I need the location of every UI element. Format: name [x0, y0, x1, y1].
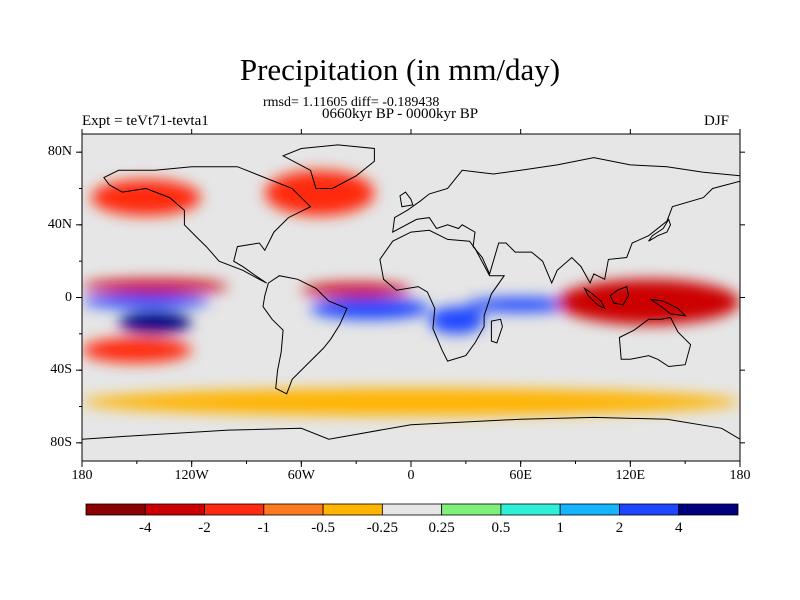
anomaly-region-5 — [310, 297, 430, 320]
anomaly-region-7 — [465, 297, 576, 313]
colorbar-label: 0.25 — [428, 520, 455, 536]
new-guinea-outline — [650, 298, 687, 317]
colorbar-swatch — [263, 503, 324, 516]
colorbar-swatch — [322, 503, 383, 516]
colorbar-swatch — [85, 503, 146, 516]
antarctica-outline — [82, 416, 740, 461]
colorbar-label: -1 — [257, 520, 271, 536]
sumatra-outline — [583, 286, 606, 310]
season-label: DJF — [704, 113, 730, 129]
x-tick-label: 60W — [287, 468, 315, 483]
x-tick-label: 180 — [729, 468, 751, 483]
japan-outline — [648, 218, 672, 242]
anomaly-region-3 — [82, 337, 192, 363]
anomaly-region-8 — [557, 279, 740, 325]
greenland-outline — [281, 144, 375, 189]
anomaly-region-1 — [82, 293, 210, 309]
stats-line: rmsd= 1.11605 diff= -0.189438 — [263, 95, 440, 110]
colorbar-swatch — [381, 503, 443, 516]
period-line: 0660kyr BP - 0000kyr BP — [322, 106, 479, 122]
colorbar-label: 1 — [556, 520, 564, 536]
y-tick-label: 80S — [50, 434, 72, 450]
madagascar-outline — [490, 318, 503, 344]
colorbar-swatch — [619, 503, 680, 516]
x-tick-label: 120E — [615, 468, 646, 483]
uk-outline — [399, 191, 414, 208]
eurasia-outline — [392, 157, 740, 285]
y-tick-label: 40S — [50, 362, 72, 378]
chart-title: Precipitation (in mm/day) — [239, 52, 561, 87]
north-america-outline — [103, 166, 312, 284]
x-tick-label: 120W — [174, 468, 209, 483]
colorbar-label: 2 — [615, 520, 624, 536]
y-tick-label: 80N — [47, 144, 72, 160]
anomaly-region-2 — [118, 312, 192, 334]
australia-outline — [618, 316, 692, 368]
anomaly-region-6 — [429, 306, 485, 334]
africa-outline — [379, 229, 506, 362]
anomaly-region-4 — [301, 282, 411, 298]
anomaly-region-0 — [82, 279, 229, 294]
colorbar-label: -2 — [198, 520, 211, 536]
experiment-label: Expt = teVt71-tevta1 — [82, 113, 209, 129]
colorbar-label: -4 — [139, 520, 152, 536]
south-america-outline — [262, 275, 348, 395]
anomaly-region-10 — [91, 179, 201, 216]
colorbar-swatch — [500, 503, 561, 516]
colorbar-swatch — [204, 503, 265, 516]
anomaly-region-9 — [264, 170, 375, 216]
colorbar-label: 4 — [674, 520, 683, 536]
colorbar-swatch — [441, 503, 502, 516]
colorbar-swatch — [678, 503, 739, 516]
colorbar-label: 0.5 — [491, 520, 511, 536]
colorbar-label: -0.25 — [366, 520, 398, 536]
x-tick-label: 180 — [71, 468, 93, 483]
colorbar-swatch — [144, 503, 205, 516]
borneo-outline — [609, 285, 630, 306]
x-tick-label: 60E — [509, 468, 532, 483]
anomaly-region-11 — [82, 388, 740, 416]
colorbar-swatch — [559, 503, 620, 516]
y-tick-label: 0 — [65, 289, 72, 305]
y-tick-label: 40N — [47, 216, 72, 232]
colorbar-label: -0.5 — [311, 520, 335, 536]
x-tick-label: 0 — [407, 468, 415, 483]
